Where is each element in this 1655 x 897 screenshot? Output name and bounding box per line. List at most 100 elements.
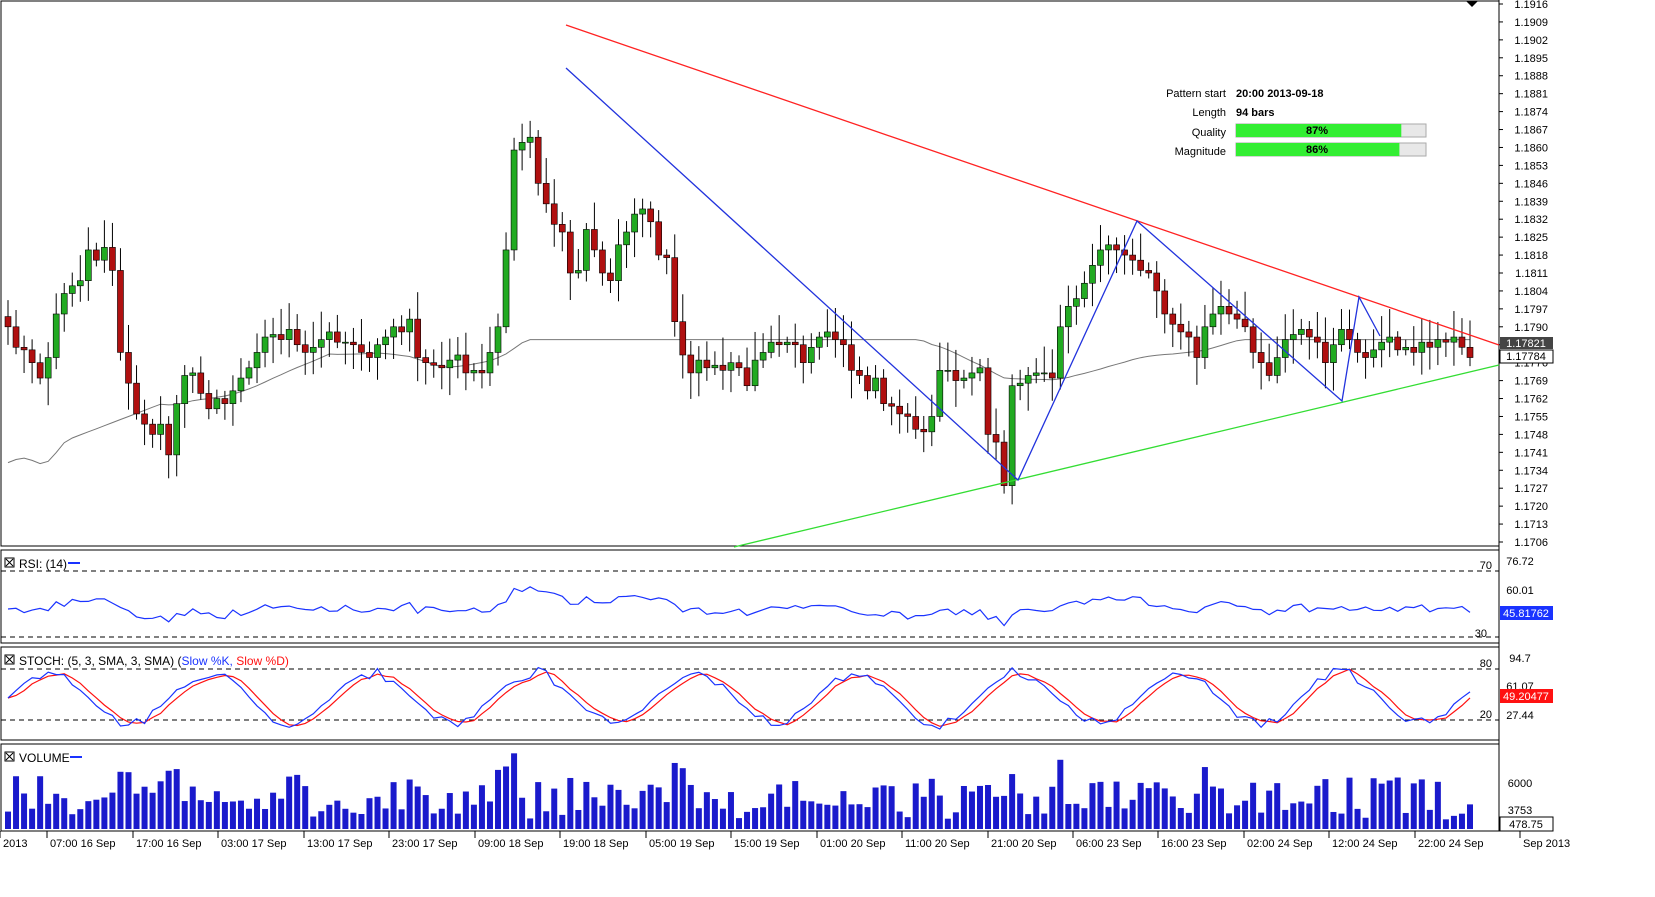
candle-body	[1065, 306, 1072, 328]
time-tick-label: 09:00 18 Sep	[478, 838, 543, 850]
volume-bar	[1121, 808, 1128, 829]
volume-bar	[519, 797, 526, 829]
magnitude-bar-fill	[1236, 143, 1400, 156]
candle	[759, 333, 767, 368]
candle-body	[526, 136, 534, 143]
main-price-panel[interactable]	[0, 0, 1500, 547]
candle-body	[462, 354, 470, 374]
volume-bar	[1467, 804, 1473, 829]
candle	[157, 396, 164, 451]
volume-bar	[607, 784, 614, 829]
candle	[510, 137, 518, 261]
candle	[807, 333, 815, 374]
candle-body	[840, 339, 847, 346]
rsi-panel[interactable]	[0, 549, 1500, 644]
candle	[1032, 358, 1040, 384]
candle-body	[599, 249, 606, 274]
candle	[1217, 280, 1225, 335]
candle-body	[197, 372, 205, 394]
candle	[775, 315, 783, 357]
volume-bar	[1049, 786, 1056, 829]
candle-body	[221, 398, 229, 404]
candle-body	[502, 249, 510, 328]
candle-body	[1314, 336, 1321, 343]
rsi-value: 45.81762	[1503, 608, 1549, 620]
price-tick-label: 1.1825	[1514, 232, 1548, 244]
volume-bar	[1177, 808, 1184, 829]
price-tick-label: 1.1727	[1514, 483, 1548, 495]
pattern-start-label: Pattern start	[1166, 88, 1226, 100]
candle-body	[470, 370, 478, 374]
candle	[968, 356, 976, 396]
candle	[615, 219, 622, 302]
time-axis: 2013 07:00 16 Sep 17:00 16 Sep 03:00 17 Sep…	[0, 831, 1570, 850]
candle-body	[1450, 336, 1458, 343]
candle-body	[727, 362, 735, 371]
candle-body	[60, 293, 68, 315]
volume-bar	[254, 798, 261, 829]
time-tick-label: 01:00 20 Sep	[820, 838, 885, 850]
candle	[133, 365, 140, 420]
volume-bar	[149, 792, 156, 829]
stoch-value: 49.20477	[1503, 691, 1549, 703]
volume-bar	[1250, 782, 1257, 829]
candle	[285, 303, 293, 358]
candle	[1298, 318, 1305, 345]
volume-value-box	[1499, 816, 1554, 832]
volume-bar	[760, 807, 767, 829]
volume-bar	[470, 804, 477, 829]
volume-bar	[615, 789, 622, 829]
candle-body	[1378, 341, 1385, 351]
candle	[687, 340, 695, 399]
rsi-line	[7, 586, 1471, 627]
candle-body	[1402, 346, 1410, 351]
candle	[695, 346, 703, 397]
candle	[229, 375, 237, 426]
dropdown-arrow-icon[interactable]	[1466, 1, 1478, 7]
volume-bar	[623, 804, 630, 829]
volume-bar	[1129, 799, 1136, 829]
volume-bar	[727, 792, 734, 829]
candle-body	[623, 231, 630, 246]
stoch-panel[interactable]	[0, 646, 1500, 741]
candle	[1402, 339, 1410, 356]
candle-body	[583, 229, 590, 271]
candle-body	[125, 352, 132, 384]
candle	[125, 324, 132, 410]
candle-body	[1306, 329, 1313, 338]
moving-average-line	[7, 339, 1470, 465]
candle	[1016, 369, 1024, 401]
volume-bar	[1226, 813, 1233, 829]
time-tick-label: 06:00 23 Sep	[1076, 838, 1141, 850]
price-tick-label: 1.1902	[1514, 35, 1548, 47]
candle	[4, 300, 12, 345]
volume-bar	[744, 811, 751, 829]
candle	[430, 349, 438, 378]
candle-body	[486, 352, 494, 374]
candle	[1185, 320, 1193, 357]
candle	[904, 403, 911, 433]
time-tick-label: 2013	[3, 838, 27, 850]
volume-bar	[719, 808, 726, 829]
candle	[583, 223, 590, 282]
candle	[767, 325, 775, 359]
candle	[832, 308, 839, 358]
volume-bar	[559, 814, 566, 829]
candle-body	[213, 398, 221, 410]
candle	[382, 329, 389, 360]
pattern-start-value: 20:00 2013-09-18	[1236, 88, 1323, 100]
volume-bar	[1426, 809, 1433, 829]
candle	[486, 326, 494, 386]
candle	[1145, 262, 1152, 279]
candle-body	[1289, 334, 1297, 340]
candle	[277, 308, 285, 355]
candle-body	[1338, 329, 1345, 346]
volume-bar	[358, 813, 365, 829]
candle-body	[816, 336, 823, 348]
volume-bar	[647, 784, 654, 829]
candle	[848, 321, 855, 399]
volume-bar	[936, 795, 943, 829]
volume-bar	[1402, 812, 1409, 829]
candle-body	[28, 349, 36, 363]
volume-bar	[486, 801, 493, 829]
